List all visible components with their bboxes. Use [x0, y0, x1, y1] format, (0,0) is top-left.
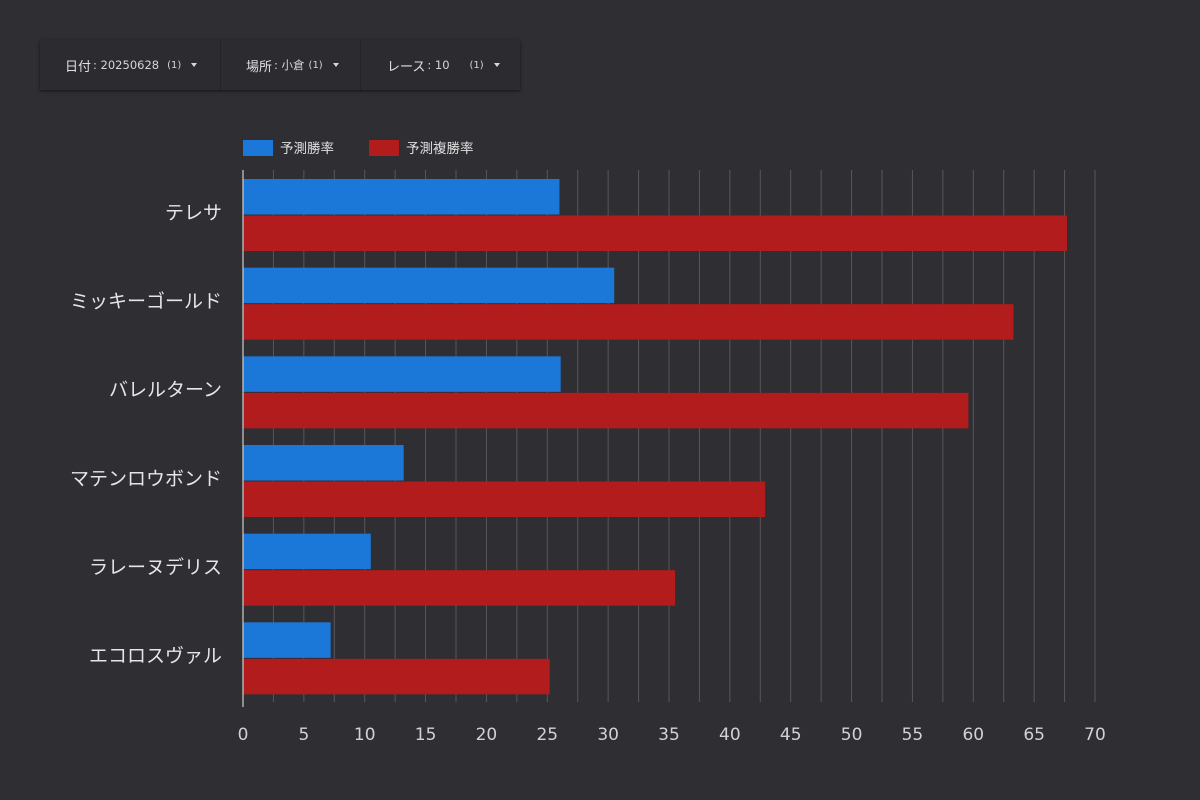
x-tick-label: 70 — [1084, 725, 1106, 745]
x-tick-label: 25 — [536, 725, 558, 745]
bar-place-rate — [243, 570, 676, 606]
x-tick-label: 55 — [902, 725, 924, 745]
x-tick-label: 40 — [719, 725, 741, 745]
bar-place-rate — [243, 215, 1068, 251]
category-label: マテンロウボンド — [70, 468, 222, 490]
race-filter-count: (1) — [469, 59, 484, 71]
venue-filter-label: 場所 — [246, 59, 273, 75]
x-tick-label: 15 — [415, 725, 437, 745]
bar-place-rate — [243, 481, 766, 517]
bar-place-rate — [243, 392, 969, 429]
legend-swatch — [369, 140, 399, 156]
x-tick-label: 35 — [658, 725, 680, 745]
x-tick-label: 0 — [238, 725, 249, 745]
category-label: エコロスヴァル — [89, 645, 222, 667]
bar-place-rate — [243, 304, 1014, 340]
category-label: ミッキーゴールド — [70, 291, 222, 313]
bar-win-rate — [243, 179, 560, 215]
bar-win-rate — [243, 267, 615, 304]
date-filter[interactable]: 日付 : 20250628 (1) — [40, 40, 220, 90]
date-filter-label: 日付 — [65, 59, 92, 75]
bar-win-rate — [243, 356, 561, 392]
x-tick-label: 45 — [780, 725, 802, 745]
dropdown-caret-icon — [191, 63, 198, 67]
filter-bar: 日付 : 20250628 (1) 場所 : 小倉 (1) レース : 10 (… — [40, 40, 520, 90]
bar-place-rate — [243, 658, 550, 695]
category-label: バレルターン — [109, 379, 222, 401]
category-label: テレサ — [165, 202, 222, 224]
bar-win-rate — [243, 622, 331, 658]
x-tick-label: 10 — [354, 725, 376, 745]
dropdown-caret-icon — [493, 63, 500, 67]
x-tick-label: 30 — [597, 725, 619, 745]
x-tick-label: 60 — [962, 725, 984, 745]
x-tick-label: 20 — [476, 725, 498, 745]
venue-filter-count: (1) — [308, 59, 323, 71]
x-tick-label: 50 — [841, 725, 863, 745]
bar-win-rate — [243, 533, 371, 570]
category-label: ラレーヌデリス — [89, 557, 222, 579]
x-tick-label: 5 — [298, 725, 309, 745]
venue-filter[interactable]: 場所 : 小倉 (1) — [220, 40, 360, 90]
dropdown-caret-icon — [332, 63, 339, 67]
legend-label: 予測勝率 — [280, 140, 334, 157]
race-filter[interactable]: レース : 10 (1) — [360, 40, 520, 90]
date-filter-count: (1) — [167, 59, 182, 71]
venue-filter-value: 小倉 — [281, 58, 305, 72]
x-tick-label: 65 — [1023, 725, 1045, 745]
date-filter-value: 20250628 — [100, 58, 160, 72]
bar-win-rate — [243, 445, 404, 481]
legend-swatch — [243, 140, 273, 156]
legend-label: 予測複勝率 — [406, 140, 474, 157]
race-filter-value: 10 — [434, 58, 450, 72]
race-filter-label: レース — [387, 59, 426, 75]
